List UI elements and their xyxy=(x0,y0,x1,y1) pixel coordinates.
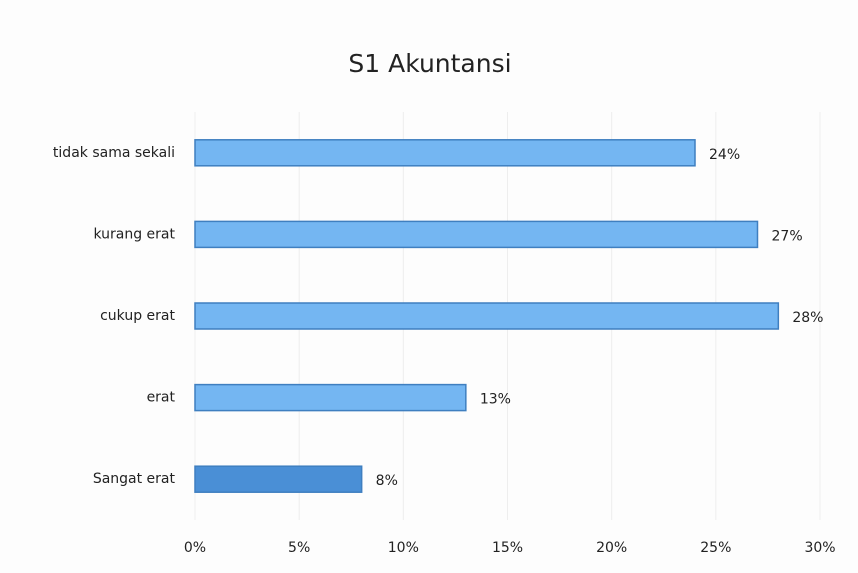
x-tick-label: 0% xyxy=(184,540,206,556)
x-tick-label: 5% xyxy=(288,540,310,556)
y-tick-label: kurang erat xyxy=(93,226,175,242)
x-tick-label: 15% xyxy=(492,540,523,556)
bar xyxy=(194,465,363,493)
x-tick-label: 10% xyxy=(388,540,419,556)
bar xyxy=(194,220,759,249)
x-tick-label: 30% xyxy=(804,540,835,556)
data-label: 8% xyxy=(376,473,398,489)
data-label: 28% xyxy=(792,310,823,326)
data-label: 27% xyxy=(772,228,803,244)
bar xyxy=(194,383,467,412)
y-tick-label: cukup erat xyxy=(100,308,175,324)
y-tick-label: Sangat erat xyxy=(93,471,176,487)
x-tick-label: 25% xyxy=(700,540,731,556)
x-tick-label: 20% xyxy=(596,540,627,556)
y-tick-label: erat xyxy=(147,390,176,406)
bar xyxy=(194,302,780,330)
bar xyxy=(194,139,696,167)
data-label: 24% xyxy=(709,147,740,163)
y-tick-label: tidak sama sekali xyxy=(53,145,175,161)
chart-title: S1 Akuntansi xyxy=(348,49,511,78)
data-label: 13% xyxy=(480,392,511,408)
